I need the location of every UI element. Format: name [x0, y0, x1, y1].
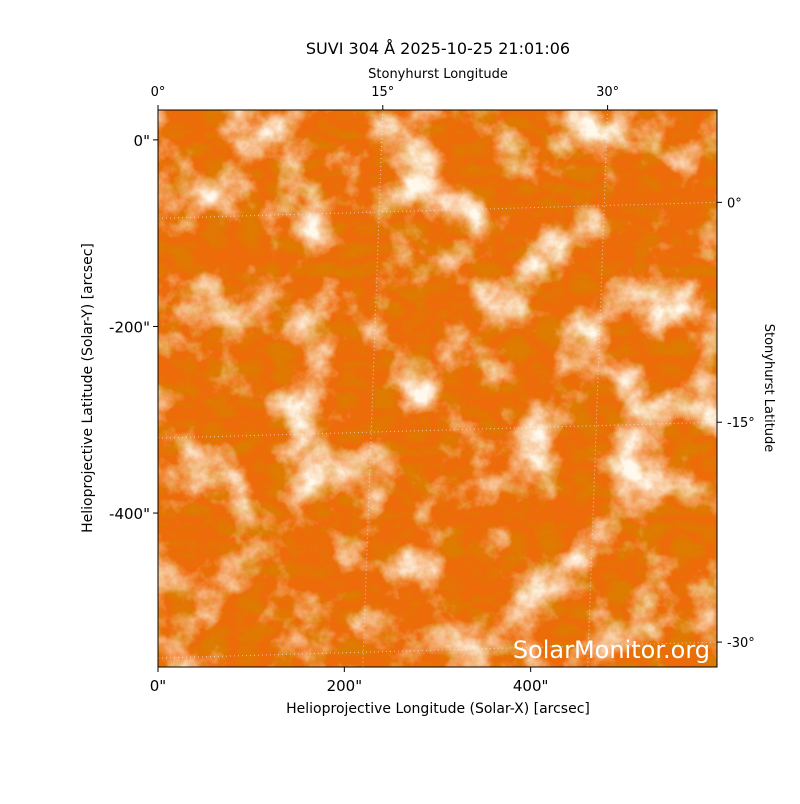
x2-tick-label: 0° — [151, 85, 166, 100]
y-tick-label: 0" — [134, 132, 150, 150]
x-tick-label: 0" — [150, 677, 166, 695]
x-tick-label: 400" — [513, 677, 549, 695]
chart-title: SUVI 304 Å 2025-10-25 21:01:06 — [306, 39, 570, 58]
plot-frame — [157, 109, 718, 668]
y2-axis-label: Stonyhurst Latitude — [761, 324, 776, 453]
x2-axis-label: Stonyhurst Longitude — [368, 67, 508, 82]
x-axis-label: Helioprojective Longitude (Solar-X) [arc… — [286, 701, 590, 717]
grid-line — [587, 110, 609, 667]
x-tick-label: 200" — [327, 677, 363, 695]
y2-tick-label: -30° — [727, 636, 755, 651]
solar-image — [158, 110, 717, 667]
grid-line — [362, 110, 384, 667]
y-tick-label: -200" — [109, 318, 150, 336]
y-axis-label: Helioprojective Latitude (Solar-Y) [arcs… — [80, 243, 96, 533]
y-tick-label: -400" — [109, 505, 150, 523]
watermark: SolarMonitor.org — [513, 636, 710, 664]
grid-line — [158, 110, 159, 124]
x2-tick-label: 30° — [596, 85, 619, 100]
x2-tick-label: 15° — [371, 85, 394, 100]
y2-tick-label: -15° — [727, 416, 755, 431]
y2-tick-label: 0° — [727, 196, 742, 211]
